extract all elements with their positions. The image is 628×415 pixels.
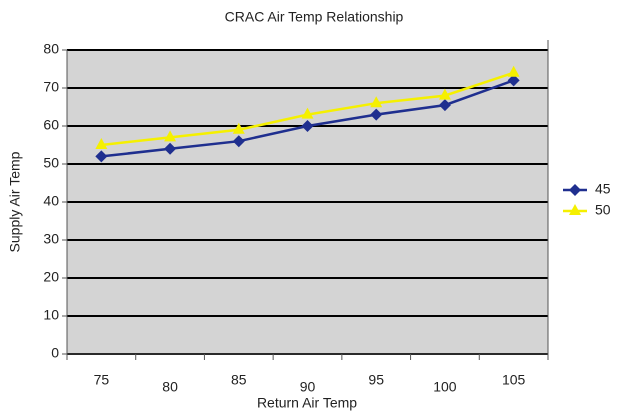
x-tick-label: 100 [433, 379, 457, 395]
point [95, 150, 108, 163]
x-tick-label: 75 [94, 372, 110, 388]
y-tick-label: 40 [43, 193, 59, 209]
y-tick-label: 50 [43, 155, 59, 171]
x-tick-label: 95 [368, 372, 384, 388]
x-tick-label: 90 [300, 379, 316, 395]
point [438, 88, 451, 100]
y-tick-label: 30 [43, 231, 59, 247]
x-tick-label: 80 [162, 379, 178, 395]
y-tick-label: 10 [43, 307, 59, 323]
y-tick-label: 20 [43, 269, 59, 285]
point [507, 74, 520, 87]
point [569, 184, 581, 196]
point [95, 138, 108, 149]
legend-label: 45 [595, 181, 611, 197]
y-tick-label: 60 [43, 117, 59, 133]
point [164, 130, 177, 142]
point [438, 99, 451, 112]
point [232, 122, 245, 134]
y-tick-label: 0 [51, 345, 59, 361]
x-tick-label: 85 [231, 372, 247, 388]
legend-label: 50 [595, 202, 611, 218]
x-tick-label: 105 [502, 372, 526, 388]
point [301, 107, 314, 119]
point [370, 108, 383, 121]
y-axis-label: Supply Air Temp [7, 151, 23, 252]
point [232, 135, 245, 148]
point [301, 120, 314, 132]
y-tick-label: 70 [43, 79, 59, 95]
point [164, 142, 177, 155]
x-axis-label: Return Air Temp [257, 395, 357, 411]
point [507, 65, 520, 77]
point [569, 204, 581, 215]
point [370, 96, 383, 108]
chart-title: CRAC Air Temp Relationship [225, 9, 404, 25]
y-tick-label: 80 [43, 41, 59, 57]
